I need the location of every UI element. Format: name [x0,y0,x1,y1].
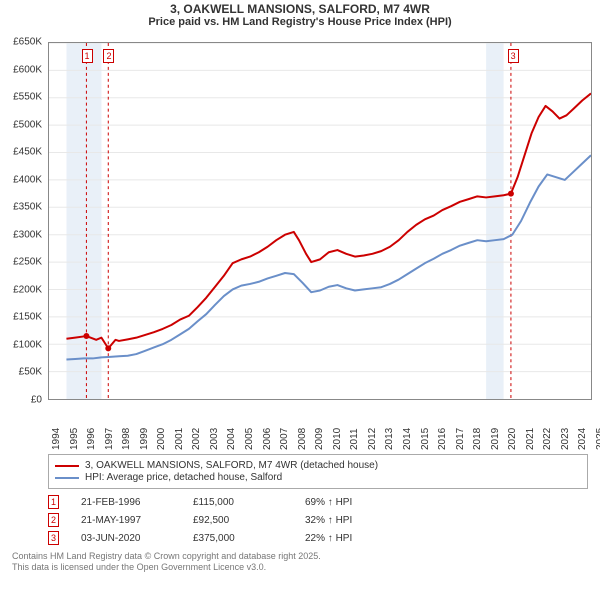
y-tick-label: £300K [13,229,42,240]
sale-marker-id: 2 [48,513,59,527]
x-tick-label: 1997 [104,428,115,450]
sale-date: 03-JUN-2020 [81,533,171,544]
sale-price: £375,000 [193,533,283,544]
x-tick-label: 2000 [156,428,167,450]
x-tick-label: 1995 [69,428,80,450]
y-axis-labels: £0£50K£100K£150K£200K£250K£300K£350K£400… [0,42,44,400]
sale-date: 21-MAY-1997 [81,515,171,526]
y-tick-label: £400K [13,174,42,185]
plot-area: 12 3 [48,42,592,400]
x-tick-label: 2023 [560,428,571,450]
sale-marker: 1 [82,49,93,63]
x-tick-label: 2022 [542,428,553,450]
legend-swatch [55,477,79,479]
sale-marker: 3 [508,49,519,63]
x-tick-label: 2002 [191,428,202,450]
x-tick-label: 2019 [490,428,501,450]
sale-row: 1 21-FEB-1996 £115,000 69% ↑ HPI [48,493,588,511]
y-tick-label: £550K [13,92,42,103]
legend-label: 3, OAKWELL MANSIONS, SALFORD, M7 4WR (de… [85,460,378,471]
y-tick-label: £350K [13,202,42,213]
chart-svg [49,43,591,399]
legend-swatch [55,465,79,467]
x-axis-labels: 1994 1995 1996 1997 1998 1999 2000 2001 2002 2003… [48,402,592,448]
x-tick-label: 2003 [209,428,220,450]
y-tick-label: £500K [13,119,42,130]
x-tick-label: 2025 [595,428,600,450]
y-tick-label: £100K [13,339,42,350]
x-tick-label: 2015 [420,428,431,450]
x-tick-label: 2016 [437,428,448,450]
y-tick-label: £250K [13,257,42,268]
x-tick-label: 2013 [384,428,395,450]
x-tick-label: 2017 [455,428,466,450]
y-tick-label: £650K [13,37,42,48]
sale-price: £92,500 [193,515,283,526]
x-tick-label: 2007 [279,428,290,450]
chart-subtitle: Price paid vs. HM Land Registry's House … [0,16,600,30]
x-tick-label: 2014 [402,428,413,450]
x-tick-label: 2008 [297,428,308,450]
sale-row: 2 21-MAY-1997 £92,500 32% ↑ HPI [48,511,588,529]
y-tick-label: £150K [13,312,42,323]
x-tick-label: 2009 [314,428,325,450]
footnote-line: Contains HM Land Registry data © Crown c… [12,551,588,562]
sale-marker-id: 3 [48,531,59,545]
sale-price: £115,000 [193,497,283,508]
x-tick-label: 2005 [244,428,255,450]
x-tick-label: 2010 [332,428,343,450]
x-tick-label: 2004 [226,428,237,450]
sale-hpi: 32% ↑ HPI [305,515,352,526]
x-tick-label: 1998 [121,428,132,450]
x-tick-label: 1994 [51,428,62,450]
sale-date: 21-FEB-1996 [81,497,171,508]
footnote: Contains HM Land Registry data © Crown c… [12,551,588,574]
sale-marker-id: 1 [48,495,59,509]
x-tick-label: 2011 [349,428,360,450]
y-tick-label: £50K [19,367,42,378]
x-tick-label: 1999 [139,428,150,450]
legend-label: HPI: Average price, detached house, Salf… [85,472,282,483]
sale-hpi: 22% ↑ HPI [305,533,352,544]
x-tick-label: 2018 [472,428,483,450]
y-tick-label: £200K [13,284,42,295]
y-tick-label: £450K [13,147,42,158]
x-tick-label: 2020 [507,428,518,450]
x-tick-label: 2006 [262,428,273,450]
legend-item: HPI: Average price, detached house, Salf… [55,472,581,483]
x-tick-label: 1996 [86,428,97,450]
legend-item: 3, OAKWELL MANSIONS, SALFORD, M7 4WR (de… [55,460,581,471]
x-tick-label: 2012 [367,428,378,450]
legend: 3, OAKWELL MANSIONS, SALFORD, M7 4WR (de… [48,454,588,489]
chart-title: 3, OAKWELL MANSIONS, SALFORD, M7 4WR [0,0,600,16]
x-tick-label: 2024 [577,428,588,450]
y-tick-label: £0 [31,395,42,406]
footnote-line: This data is licensed under the Open Gov… [12,562,588,573]
y-tick-label: £600K [13,64,42,75]
sales-table: 1 21-FEB-1996 £115,000 69% ↑ HPI 2 21-MAY-199… [48,493,588,547]
x-tick-label: 2001 [174,428,185,450]
chart-area: £0 £50K £100K £150K £200K £250K £300K £350K £400… [0,30,600,450]
sale-marker: 2 [103,49,114,63]
sale-row: 3 03-JUN-2020 £375,000 22% ↑ HPI [48,529,588,547]
x-tick-label: 2021 [525,428,536,450]
sale-hpi: 69% ↑ HPI [305,497,352,508]
